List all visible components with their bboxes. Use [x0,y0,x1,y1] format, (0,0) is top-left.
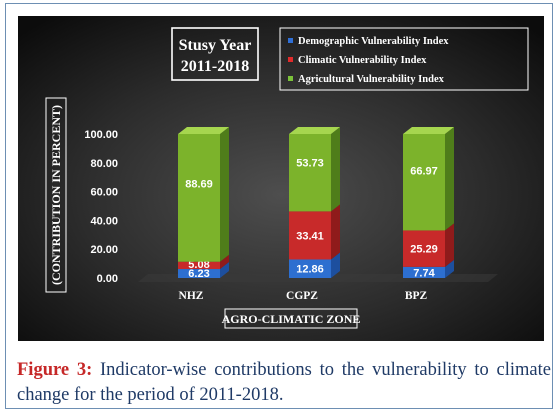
caption-label: Figure 3: [17,360,93,380]
legend-label: Agricultural Vulnerability Index [298,74,445,85]
data-label: 6.23 [188,268,209,280]
bar-side [220,127,229,262]
y-tick-label: 100.00 [84,129,118,141]
bar-segment-cgpz-3: 53.73 [289,127,340,212]
stacked-bar-chart: Stusy Year 2011-2018 Demographic Vulnera… [18,16,544,341]
y-tick-label: 80.00 [90,158,118,170]
bar-side [220,262,229,278]
data-label: 53.73 [296,157,324,169]
figure-caption: Figure 3: Indicator-wise contributions t… [17,358,551,408]
bar-top [178,127,229,134]
chart-area: Stusy Year 2011-2018 Demographic Vulnera… [18,16,544,341]
title-border [171,27,259,81]
bar-front [403,266,445,278]
chart-background [18,16,544,341]
x-axis-label: AGRO-CLIMATIC ZONE [222,312,361,326]
bar-front [289,211,331,260]
bar-side [445,259,454,278]
data-label: 12.86 [296,264,324,276]
x-axis-label-box: AGRO-CLIMATIC ZONE [222,308,361,329]
bar-top [289,127,340,134]
legend: Demographic Vulnerability Index Climatic … [279,27,529,91]
bar-side [445,127,454,231]
bar-front [403,134,445,231]
bar-segment-nhz-1: 6.23 [178,262,229,280]
bar-segment-nhz-2: 5.08 [178,254,229,271]
y-axis-label: (CONTRIBUTION IN PERCENT) [49,105,63,285]
bar-segment-bpz-2: 25.29 [403,223,454,267]
bar-side [445,223,454,267]
x-axis-label-border [224,308,358,329]
legend-label: Climatic Vulnerability Index [298,55,427,66]
y-axis-label-box: (CONTRIBUTION IN PERCENT) [45,97,67,293]
bar-segment-bpz-3: 66.97 [403,127,454,231]
legend-border [279,27,529,91]
chart-title: Stusy Year [179,37,252,54]
data-label: 88.69 [185,179,213,191]
x-tick-label: NHZ [179,290,204,302]
data-label: 7.74 [413,267,435,279]
bar-side [331,127,340,212]
bar-side [331,204,340,260]
bar-front [178,261,220,270]
legend-marker [288,57,293,62]
legend-label: Demographic Vulnerability Index [298,36,449,47]
bar-segment-cgpz-2: 33.41 [289,204,340,260]
y-axis-label-border [45,97,67,293]
y-tick-label: 60.00 [90,187,118,199]
data-label: 33.41 [296,230,324,242]
y-tick-label: 0.00 [97,273,118,285]
chart-subtitle: 2011-2018 [181,58,249,75]
figure-frame: Stusy Year 2011-2018 Demographic Vulnera… [5,3,553,409]
bar-segment-nhz-3: 88.69 [178,127,229,262]
y-tick-label: 20.00 [90,244,118,256]
bar-front [289,134,331,212]
bar-front [178,269,220,278]
data-label: 25.29 [410,244,438,256]
data-label: 5.08 [188,259,209,271]
y-tick-label: 40.00 [90,215,118,227]
data-label: 66.97 [410,166,438,178]
caption-text: Indicator-wise contributions to the vuln… [17,360,551,405]
x-tick-label: CGPZ [286,290,318,302]
title-box: Stusy Year 2011-2018 [171,27,259,81]
bar-top [403,127,454,134]
bar-segment-cgpz-1: 12.86 [289,252,340,278]
bar-front [178,134,220,262]
bar-segment-bpz-1: 7.74 [403,259,454,279]
bar-front [289,259,331,278]
bar-front [403,230,445,267]
legend-marker [288,38,293,43]
bar-side [220,254,229,270]
legend-marker [288,76,293,81]
x-tick-label: BPZ [405,290,428,302]
bar-side [331,252,340,278]
